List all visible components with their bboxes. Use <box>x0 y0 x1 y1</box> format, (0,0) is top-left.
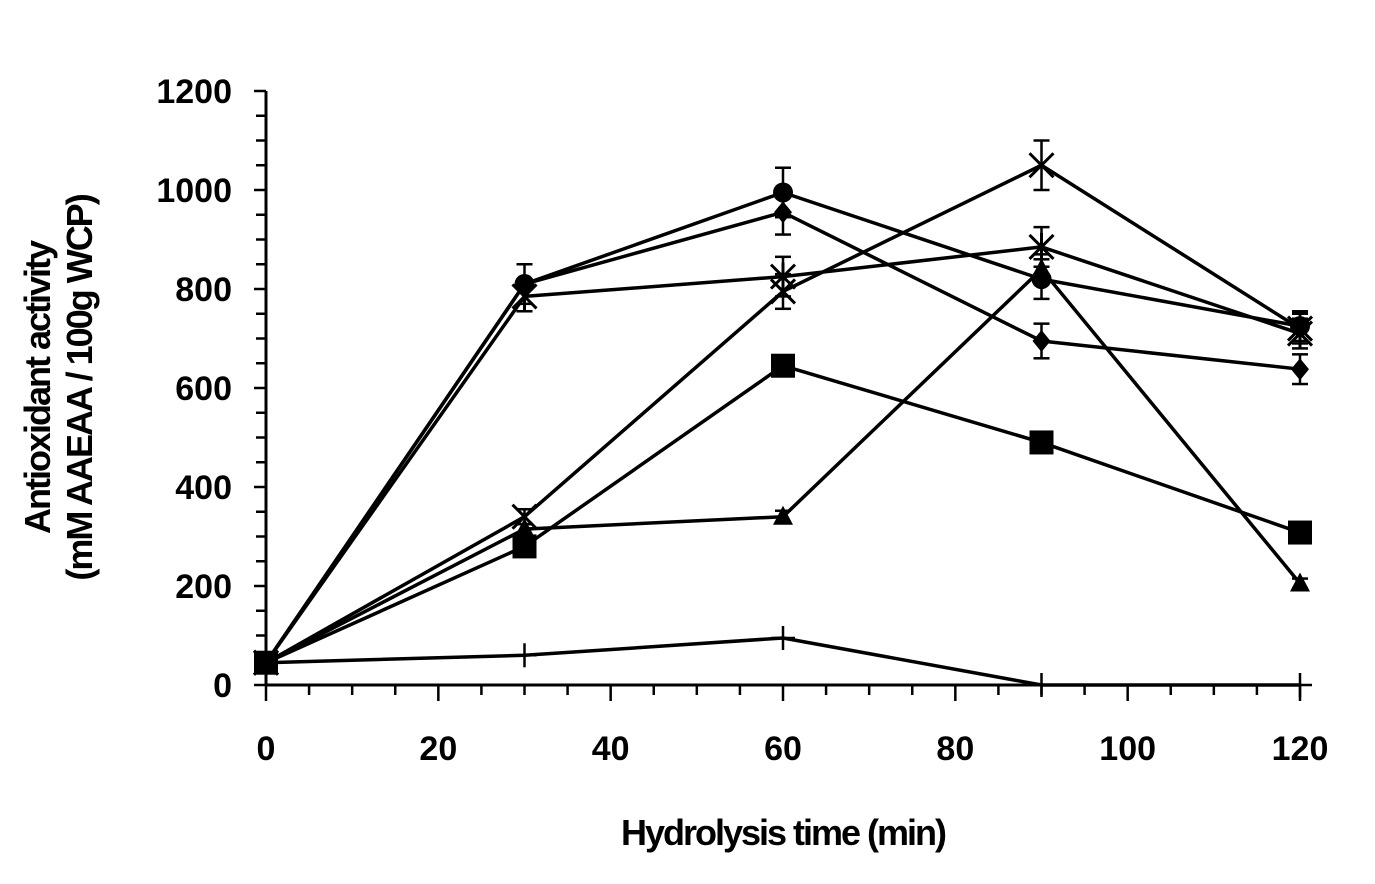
asterisk-marker <box>511 282 538 311</box>
y-axis-title-line1: Antioxidant activity <box>17 240 58 534</box>
x-marker <box>1028 152 1055 179</box>
plus-marker <box>1288 673 1312 697</box>
x-axis-title: Hydrolysis time (min) <box>621 812 946 853</box>
x-tick-label: 60 <box>764 730 802 768</box>
x-tick-label: 100 <box>1099 730 1156 768</box>
series-square <box>254 353 1312 675</box>
series-line-triangle <box>265 267 1302 665</box>
square-marker <box>1288 520 1312 545</box>
x-marker <box>1286 315 1314 342</box>
y-tick-label: 200 <box>175 568 232 606</box>
x-tick-label: 20 <box>419 730 457 768</box>
y-tick-label: 800 <box>175 271 232 309</box>
series-triangle <box>256 253 1310 671</box>
series-line-x <box>265 163 1301 665</box>
y-axis-title-line2: (mM AAEAA / 100g WCP) <box>59 194 100 580</box>
y-tick-label: 400 <box>175 469 232 507</box>
series-x <box>252 139 1314 676</box>
x-tick-label: 40 <box>592 730 630 768</box>
y-tick-label: 600 <box>175 370 232 408</box>
triangle-marker <box>514 518 535 538</box>
triangle-marker <box>773 505 793 525</box>
diamond-marker <box>1291 358 1309 381</box>
series-group <box>252 139 1314 697</box>
y-tick-label: 1000 <box>156 172 232 210</box>
plus-marker <box>512 643 537 668</box>
plus-marker <box>771 625 795 650</box>
plus-marker <box>254 650 278 675</box>
plus-marker <box>1029 673 1054 697</box>
triangle-marker <box>1290 572 1310 592</box>
axes <box>254 89 1302 701</box>
x-tick-label: 120 <box>1272 730 1329 768</box>
x-marker <box>769 278 797 305</box>
triangle-marker <box>1031 258 1052 278</box>
diamond-marker <box>1032 329 1051 352</box>
y-tick-label: 0 <box>213 667 232 705</box>
series-plus <box>254 625 1312 697</box>
tick-labels: 0 200 400 600 800 1000 1200 0 20 40 60 80 100 120 <box>156 73 1328 768</box>
square-marker <box>771 353 795 378</box>
square-marker <box>1029 430 1054 455</box>
x-tick-label: 80 <box>936 730 974 768</box>
diamond-marker <box>774 201 792 224</box>
y-tick-label: 1200 <box>156 73 232 111</box>
x-tick-label: 0 <box>257 730 276 768</box>
square-marker <box>512 534 537 559</box>
